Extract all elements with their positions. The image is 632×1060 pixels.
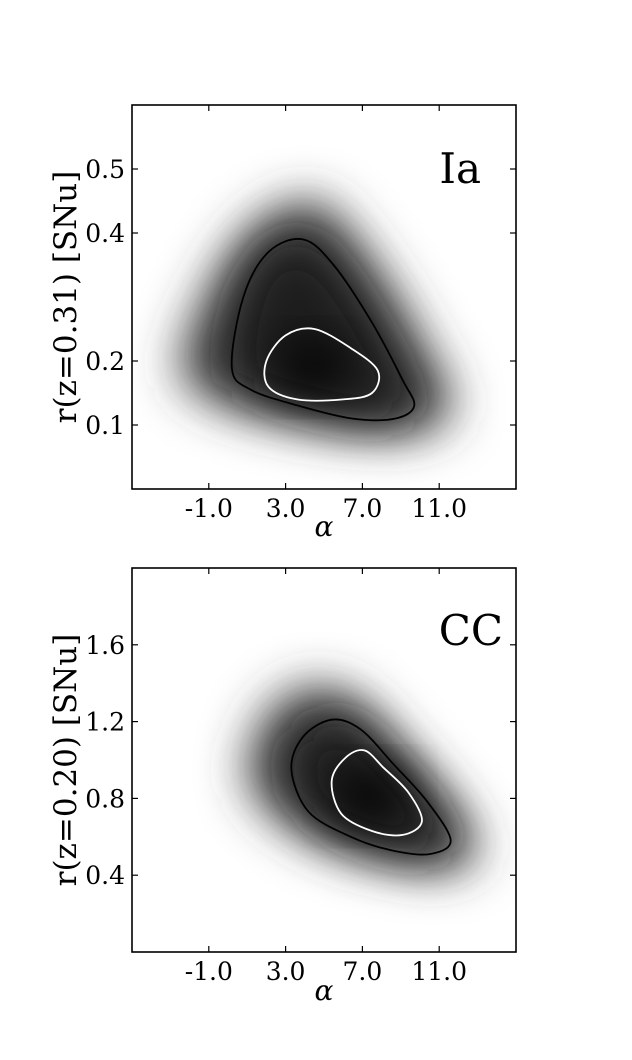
ia-y-tick-label-3: 0.5 bbox=[85, 155, 125, 184]
ia-y-ticks: 0.1 0.2 0.4 0.5 bbox=[85, 155, 516, 440]
cc-x-tick-label-3: 11.0 bbox=[411, 957, 467, 986]
cc-contour-inner bbox=[330, 749, 423, 837]
ia-contour-inner bbox=[263, 327, 381, 402]
cc-y-tick-label-0: 0.4 bbox=[85, 861, 125, 890]
panel-cc: -1.0 3.0 7.0 11.0 0.4 0.8 1.2 1.6 CC α r(z=0.2… bbox=[48, 567, 517, 1007]
cc-y-tick-label-1: 0.8 bbox=[85, 784, 125, 813]
ia-x-tick-label-2: 7.0 bbox=[343, 494, 383, 523]
ia-y-tick-label-0: 0.1 bbox=[85, 411, 125, 440]
ia-density-peak bbox=[278, 341, 347, 394]
cc-y-tick-label-3: 1.6 bbox=[85, 631, 125, 660]
ia-density-core bbox=[231, 238, 415, 421]
ia-plot-area bbox=[180, 199, 453, 434]
cc-x-tick-label-2: 7.0 bbox=[343, 957, 383, 986]
cc-contours bbox=[290, 718, 452, 856]
ia-contours bbox=[230, 238, 416, 422]
ia-y-tick-label-1: 0.2 bbox=[85, 347, 125, 376]
ia-x-axis-label: α bbox=[315, 510, 334, 543]
ia-x-ticks: -1.0 3.0 7.0 11.0 bbox=[185, 105, 467, 523]
panel-ia: -1.0 3.0 7.0 11.0 0.1 0.2 0.4 0.5 Ia α r(z=0.3… bbox=[48, 104, 517, 543]
cc-x-axis-label: α bbox=[315, 974, 334, 1007]
ia-panel-label: Ia bbox=[439, 144, 481, 193]
cc-density bbox=[247, 686, 478, 870]
ia-x-tick-label-1: 3.0 bbox=[266, 494, 306, 523]
ia-y-tick-label-2: 0.4 bbox=[85, 219, 125, 248]
cc-y-tick-label-2: 1.2 bbox=[85, 708, 125, 737]
cc-y-ticks: 0.4 0.8 1.2 1.6 bbox=[85, 631, 516, 890]
ia-axes-frame bbox=[131, 104, 517, 490]
ia-x-tick-label-3: 11.0 bbox=[411, 494, 467, 523]
cc-x-tick-label-1: 3.0 bbox=[266, 957, 306, 986]
cc-contour-outer bbox=[290, 718, 452, 856]
cc-density-peak bbox=[336, 770, 405, 823]
ia-y-axis-label: r(z=0.31) [SNu] bbox=[48, 171, 84, 424]
ia-contour-outer bbox=[230, 238, 416, 422]
cc-x-ticks: -1.0 3.0 7.0 11.0 bbox=[185, 568, 467, 986]
ia-density bbox=[180, 199, 453, 434]
cc-axes-frame bbox=[131, 567, 517, 953]
cc-x-tick-label-0: -1.0 bbox=[185, 957, 233, 986]
ia-x-tick-label-0: -1.0 bbox=[185, 494, 233, 523]
cc-panel-label: CC bbox=[439, 606, 503, 655]
cc-plot-area bbox=[247, 686, 478, 870]
cc-y-axis-label: r(z=0.20) [SNu] bbox=[48, 634, 84, 887]
